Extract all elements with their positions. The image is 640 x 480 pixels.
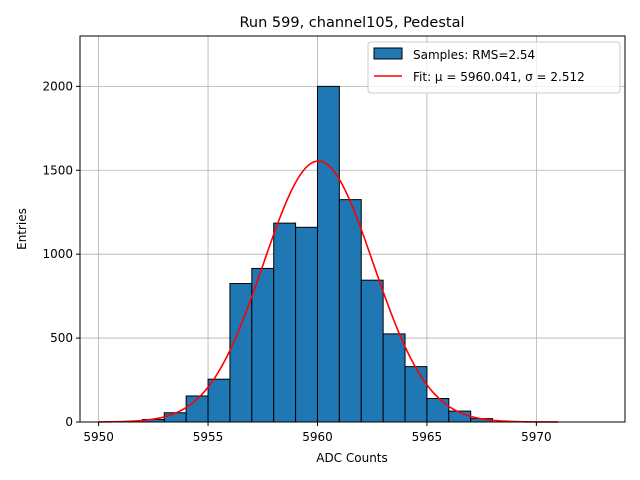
histogram-bar-9 [338, 199, 362, 423]
y-tick-label-3: 1500 [42, 163, 73, 177]
legend: Samples: RMS=2.54 Fit: μ = 5960.041, σ =… [367, 41, 621, 94]
y-tick-label-4: 2000 [42, 79, 73, 93]
legend-histogram-label: Samples: RMS=2.54 [413, 48, 535, 62]
x-tick-label-3: 5965 [412, 430, 443, 444]
y-tick-label-0: 0 [65, 415, 73, 429]
plot-frame [79, 35, 626, 423]
histogram-bar-1 [163, 412, 187, 423]
legend-fit-label: Fit: μ = 5960.041, σ = 2.512 [413, 70, 585, 84]
legend-histogram-swatch [373, 47, 403, 60]
histogram-bar-3 [207, 378, 231, 423]
histogram-bar-13 [426, 398, 450, 423]
x-axis-label: ADC Counts [316, 451, 388, 465]
histogram-bar-12 [404, 366, 428, 423]
fit-curve [98, 160, 559, 423]
histogram-bar-6 [273, 222, 297, 423]
chart-title: Run 599, channel105, Pedestal [239, 15, 464, 31]
y-axis-label: Entries [15, 208, 29, 250]
histogram-bar-7 [295, 226, 318, 423]
x-tick-label-2: 5960 [302, 430, 333, 444]
histogram-bar-8 [316, 85, 340, 423]
y-axis-ticks: 0 500 1000 1500 2000 [42, 79, 80, 429]
x-tick-label-0: 5950 [83, 430, 114, 444]
y-tick-label-1: 500 [50, 331, 73, 345]
y-tick-label-2: 1000 [42, 247, 73, 261]
x-tick-label-4: 5970 [521, 430, 552, 444]
histogram-bar-10 [360, 279, 384, 423]
histogram-bar-5 [251, 267, 275, 423]
legend-box [367, 41, 621, 94]
histogram-bars [141, 85, 494, 423]
x-tick-label-1: 5955 [193, 430, 224, 444]
histogram-bar-11 [382, 333, 406, 423]
x-axis-ticks: 5950 5955 5960 5965 5970 [83, 422, 552, 444]
